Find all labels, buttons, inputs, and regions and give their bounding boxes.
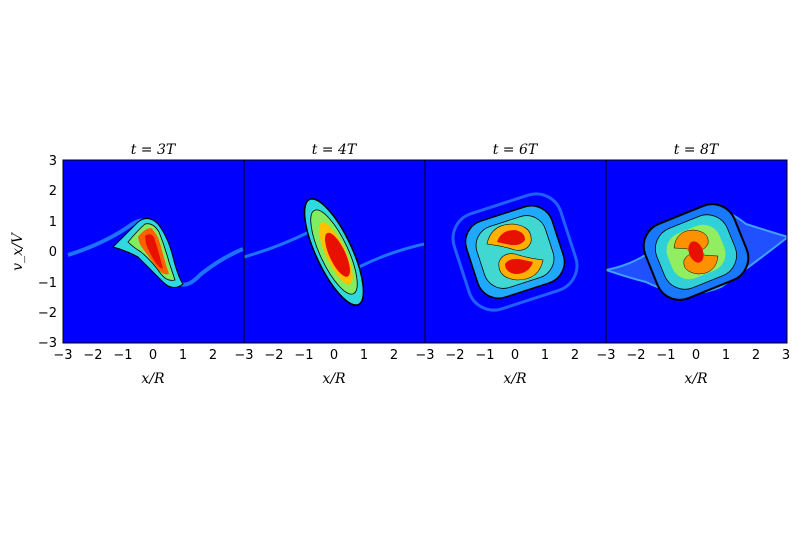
y-tick-label: 2	[49, 184, 57, 199]
y-tick-label: 0	[49, 245, 57, 260]
panel-2-streamer	[244, 230, 425, 269]
x-tick-label: −1	[656, 348, 675, 363]
x-axis-label: x/R	[141, 371, 165, 387]
x-axis-label: x/R	[684, 371, 708, 387]
x-axis-panel-2: −3 −2 −1 0 1 2 x/R	[234, 348, 398, 387]
panel-title-3: t = 6T	[493, 142, 539, 158]
x-tick-label: −2	[445, 348, 464, 363]
x-tick-label: 1	[541, 348, 549, 363]
panel-2	[244, 160, 425, 343]
x-tick-label: 2	[752, 348, 760, 363]
x-tick-label: 1	[360, 348, 368, 363]
x-tick-label: 0	[692, 348, 700, 363]
y-axis-label: v_x/V	[10, 231, 26, 271]
x-axis-label: x/R	[503, 371, 527, 387]
x-tick-label: 0	[330, 348, 338, 363]
x-tick-label: 2	[209, 348, 217, 363]
x-tick-label: −2	[264, 348, 283, 363]
x-axis-panel-4: −3 −2 −1 0 1 2 3 x/R	[596, 348, 790, 387]
y-tick-label: 1	[49, 215, 57, 230]
panel-title-1: t = 3T	[131, 142, 177, 158]
x-tick-label: −2	[626, 348, 645, 363]
y-tick-label: −2	[38, 306, 57, 321]
x-tick-label: 0	[511, 348, 519, 363]
x-tick-label: −1	[113, 348, 132, 363]
x-tick-label: −3	[596, 348, 615, 363]
panel-1	[63, 160, 244, 343]
x-tick-label: −1	[294, 348, 313, 363]
y-tick-label: −1	[38, 276, 57, 291]
x-tick-label: −3	[234, 348, 253, 363]
y-tick-label: −3	[38, 336, 57, 351]
x-tick-label: −2	[83, 348, 102, 363]
x-tick-label: 2	[571, 348, 579, 363]
y-tick-label: 3	[49, 154, 57, 169]
panel-1-blob-center	[145, 234, 163, 269]
panel-3-halo	[451, 192, 579, 312]
x-tick-label: −1	[475, 348, 494, 363]
x-tick-label: −3	[53, 348, 72, 363]
x-tick-label: −3	[415, 348, 434, 363]
panel-4-frame	[605, 159, 788, 344]
panel-2-ellipse-center	[325, 232, 350, 277]
panel-4	[606, 160, 787, 343]
x-tick-label: 1	[179, 348, 187, 363]
panel-4-core	[688, 241, 704, 263]
x-tick-label: 1	[722, 348, 730, 363]
x-axis-label: x/R	[322, 371, 346, 387]
panel-3-core-2	[505, 258, 533, 274]
x-axis-panel-1: −3 −2 −1 0 1 2 x/R	[53, 348, 217, 387]
panel-title-4: t = 8T	[674, 142, 720, 158]
panel-3	[425, 160, 606, 343]
x-tick-label: 0	[149, 348, 157, 363]
x-tick-label: 3	[782, 348, 790, 363]
x-axis-panel-3: −3 −2 −1 0 1 2 x/R	[415, 348, 579, 387]
x-tick-label: 2	[390, 348, 398, 363]
y-axis: 3 2 1 0 −1 −2 −3 v_x/V	[10, 154, 57, 351]
panel-3-core-1	[497, 230, 525, 246]
panel-title-2: t = 4T	[312, 142, 358, 158]
